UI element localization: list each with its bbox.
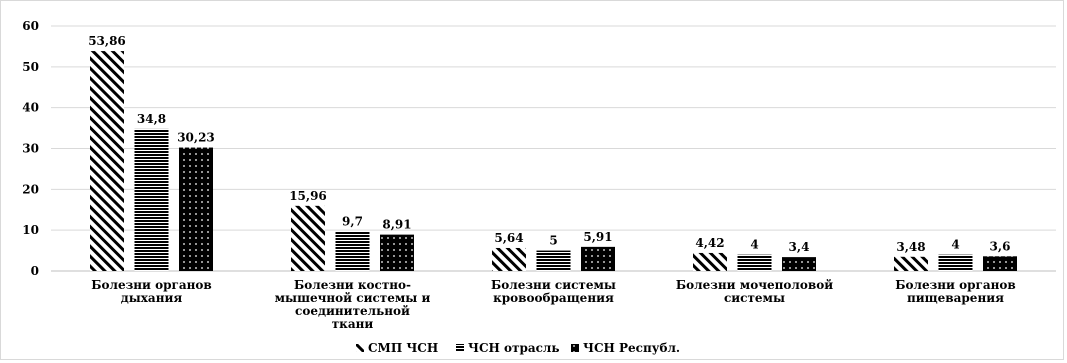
bar [134, 128, 169, 271]
bar [179, 147, 213, 271]
data-label: 34,8 [137, 112, 166, 126]
data-label: 4 [951, 238, 959, 252]
bar [335, 231, 370, 271]
bar [291, 205, 325, 271]
data-label: 3,6 [990, 239, 1011, 253]
bar [581, 246, 615, 271]
y-tick-label: 50 [22, 60, 39, 74]
legend-swatch [456, 344, 464, 352]
y-tick-label: 40 [22, 101, 39, 115]
data-label: 5 [549, 234, 557, 248]
bar [983, 256, 1017, 271]
bar [380, 234, 414, 271]
data-label: 30,23 [177, 131, 215, 145]
data-label: 4 [750, 238, 758, 252]
data-label: 53,86 [88, 34, 126, 48]
y-axis-ticks: 0 10 20 30 40 50 60 [22, 19, 39, 278]
data-label: 3,48 [896, 240, 925, 254]
data-label: 5,91 [583, 230, 612, 244]
legend-swatch [571, 344, 579, 352]
legend-label: ЧСН Республ. [583, 341, 680, 355]
data-label: 9,7 [342, 214, 363, 228]
category-label: Болезни мочеполовой системы [676, 278, 833, 305]
bar [737, 254, 772, 271]
data-labels: 53,86 34,8 30,23 15,96 9,7 8,91 5,64 5 5,91 4,42 4… [88, 34, 1010, 254]
legend-label: ЧСН отрасль [468, 341, 560, 355]
bar [90, 51, 124, 271]
y-tick-label: 60 [22, 19, 39, 33]
category-label: Болезни системы кровообращения [491, 278, 616, 305]
bar [938, 254, 973, 271]
bar [693, 252, 727, 271]
gridlines [51, 25, 1056, 272]
category-labels: Болезни органов дыхания Болезни костно-мыш… [91, 278, 1016, 331]
category-label: Болезни органов пищеварения [895, 278, 1016, 305]
data-label: 15,96 [289, 189, 327, 203]
category-label: Болезни костно-мышечной системы и соедини… [275, 278, 431, 331]
bar [782, 257, 816, 271]
bar [492, 247, 526, 271]
legend-swatch [356, 344, 364, 352]
y-tick-label: 0 [31, 264, 39, 278]
data-label: 5,64 [494, 231, 523, 245]
y-tick-label: 30 [22, 142, 39, 156]
y-tick-label: 10 [22, 223, 39, 237]
legend-label: СМП ЧСН [368, 341, 438, 355]
category-label: Болезни органов дыхания [91, 278, 212, 305]
bar [536, 250, 571, 271]
data-label: 4,42 [695, 236, 724, 250]
legend: СМП ЧСН ЧСН отрасль ЧСН Республ. [356, 341, 680, 355]
data-label: 3,4 [789, 240, 810, 254]
data-label: 8,91 [382, 218, 411, 232]
bars [90, 51, 1017, 271]
bar [894, 256, 928, 271]
y-tick-label: 20 [22, 182, 39, 196]
